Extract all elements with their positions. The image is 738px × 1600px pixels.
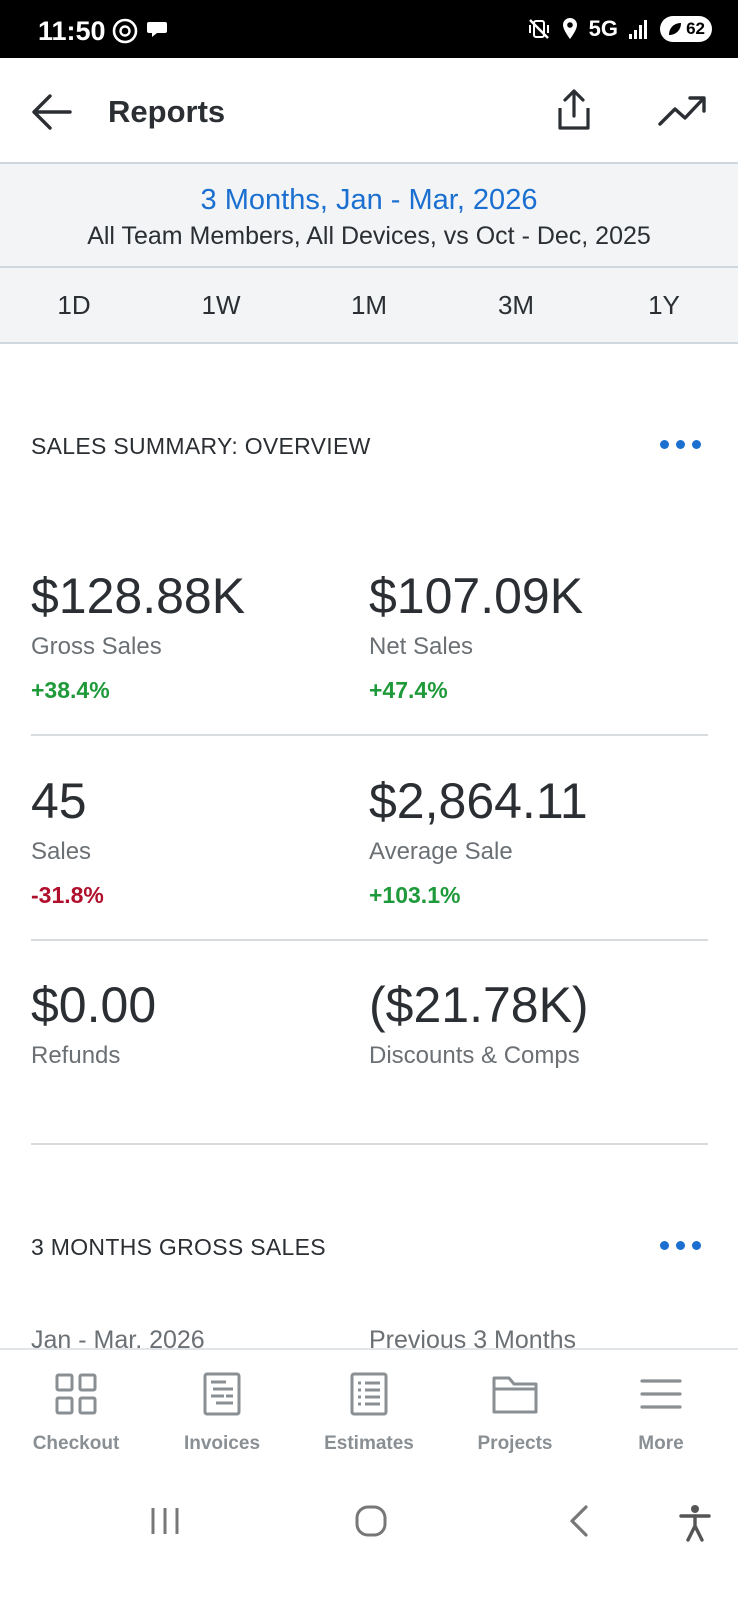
tab-1w[interactable]: 1W <box>201 290 241 320</box>
metric-label: Sales <box>31 838 92 865</box>
share-icon[interactable] <box>552 88 596 132</box>
metric-sales-count[interactable]: 45 Sales -31.8% <box>31 776 104 909</box>
metric-average-sale[interactable]: $2,864.11 Average Sale +103.1% <box>369 776 588 909</box>
sales-summary-title: SALES SUMMARY: OVERVIEW <box>31 433 371 459</box>
nav-invoices[interactable]: Invoices <box>162 1372 282 1455</box>
status-time: 11:50 <box>38 16 106 46</box>
metric-value: ($21.78K) <box>369 977 589 1033</box>
estimate-icon <box>350 1372 388 1416</box>
recent-apps-icon[interactable] <box>148 1504 182 1538</box>
nav-label: Invoices <box>183 1433 261 1454</box>
period-tabs: 1D 1W 1M 3M 1Y <box>0 268 738 344</box>
invoice-icon <box>203 1372 241 1416</box>
metric-value: $128.88K <box>31 568 246 624</box>
page-title: Reports <box>108 94 226 129</box>
app-header: Reports <box>0 58 738 164</box>
system-nav-bar <box>0 1474 738 1600</box>
metric-label: Average Sale <box>369 838 513 865</box>
trending-up-icon[interactable] <box>658 94 706 128</box>
metric-net-sales[interactable]: $107.09K Net Sales +47.4% <box>369 571 583 704</box>
metric-label: Net Sales <box>369 633 474 660</box>
metric-value: $0.00 <box>31 977 157 1033</box>
metric-change: +47.4% <box>369 677 448 703</box>
chat-bubble-icon <box>147 22 167 37</box>
accessibility-icon[interactable] <box>678 1504 712 1542</box>
nav-label: Checkout <box>32 1433 120 1454</box>
metric-change: -31.8% <box>31 882 104 908</box>
vibrate-icon <box>528 19 549 39</box>
metric-discounts-comps[interactable]: ($21.78K) Discounts & Comps <box>369 980 589 1070</box>
gross-sales-more-icon[interactable] <box>660 1241 701 1250</box>
back-nav-icon[interactable] <box>564 1504 594 1538</box>
nav-projects[interactable]: Projects <box>455 1372 575 1455</box>
nav-label: Estimates <box>324 1433 414 1454</box>
metric-label: Refunds <box>31 1042 121 1069</box>
bottom-nav: Checkout Invoices Estimates Projects Mor… <box>0 1348 738 1474</box>
home-icon[interactable] <box>354 1504 388 1538</box>
metric-refunds[interactable]: $0.00 Refunds <box>31 980 156 1070</box>
divider <box>31 939 708 941</box>
nav-checkout[interactable]: Checkout <box>16 1372 136 1455</box>
divider <box>31 1143 708 1145</box>
nav-label: Projects <box>477 1433 553 1454</box>
network-type: 5G <box>588 16 618 41</box>
status-bar: 11:50 5G 62 <box>0 0 738 58</box>
battery-saver-icon <box>669 23 681 35</box>
tab-1y[interactable]: 1Y <box>648 290 680 320</box>
metric-label: Gross Sales <box>31 633 162 660</box>
battery-level: 62 <box>686 19 705 38</box>
folder-icon <box>492 1376 538 1414</box>
back-arrow-icon[interactable] <box>30 90 74 134</box>
metric-value: $107.09K <box>369 568 584 624</box>
nav-label: More <box>638 1433 684 1454</box>
tab-3m[interactable]: 3M <box>497 290 535 320</box>
signal-icon <box>629 20 647 39</box>
location-icon <box>562 18 577 39</box>
threads-icon <box>112 18 138 44</box>
nav-more[interactable]: More <box>601 1372 721 1455</box>
tab-1m[interactable]: 1M <box>350 290 388 320</box>
date-range-period[interactable]: 3 Months, Jan - Mar, 2026 <box>200 184 538 216</box>
date-range-selector[interactable]: 3 Months, Jan - Mar, 2026 All Team Membe… <box>0 164 738 268</box>
grid-icon <box>55 1373 97 1415</box>
metric-value: $2,864.11 <box>369 773 588 829</box>
gross-sales-title: 3 MONTHS GROSS SALES <box>31 1234 326 1260</box>
divider <box>31 734 708 736</box>
date-range-filters: All Team Members, All Devices, vs Oct - … <box>87 222 651 250</box>
nav-estimates[interactable]: Estimates <box>309 1372 429 1455</box>
menu-icon <box>640 1379 682 1409</box>
metric-value: 45 <box>31 773 87 829</box>
metric-label: Discounts & Comps <box>369 1042 580 1069</box>
status-icons: 5G 62 <box>527 14 712 44</box>
metric-gross-sales[interactable]: $128.88K Gross Sales +38.4% <box>31 571 245 704</box>
metric-change: +103.1% <box>369 882 461 908</box>
sales-summary-more-icon[interactable] <box>660 440 701 449</box>
battery-indicator: 62 <box>660 16 712 42</box>
tab-1d[interactable]: 1D <box>57 290 91 320</box>
metric-change: +38.4% <box>31 677 110 703</box>
